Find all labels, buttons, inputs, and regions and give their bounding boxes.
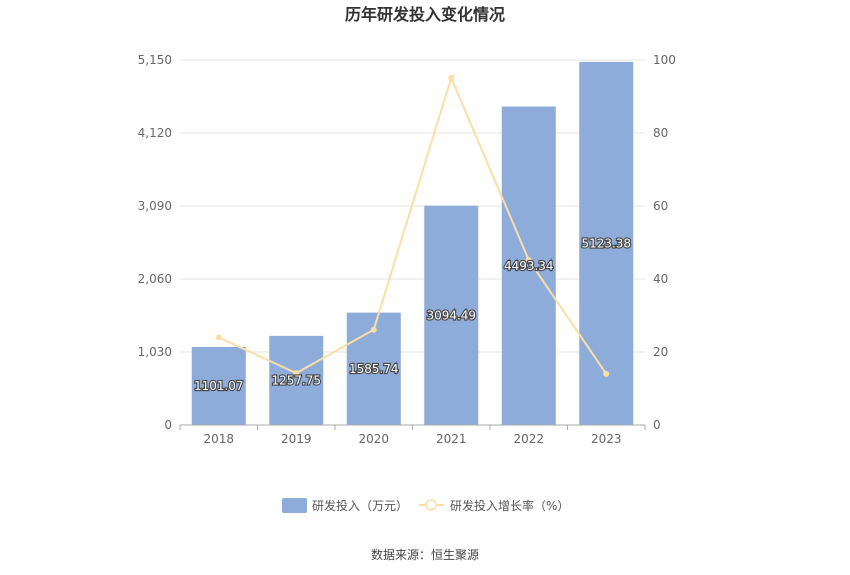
- data-source: 数据来源：恒生聚源: [371, 547, 479, 562]
- chart-title: 历年研发投入变化情况: [345, 5, 505, 24]
- bar: [269, 335, 324, 425]
- bar: [579, 61, 634, 426]
- bar-layer: [191, 61, 634, 426]
- y-right-tick-label: 0: [653, 418, 661, 432]
- growth-point: [215, 334, 222, 341]
- legend-line-label: 研发投入增长率（%）: [450, 498, 569, 513]
- x-tick-label: 2022: [513, 432, 544, 446]
- y-right-tick-label: 40: [653, 272, 668, 286]
- growth-point: [448, 74, 455, 81]
- bar-value-label: 1257.75: [271, 373, 321, 387]
- x-tick-label: 2021: [436, 432, 467, 446]
- y-right-tick-label: 100: [653, 53, 676, 67]
- bar: [191, 346, 246, 425]
- legend-bar-label: 研发投入（万元）: [312, 498, 408, 513]
- y-left-tick-label: 3,090: [138, 199, 172, 213]
- bar-value-label: 3094.49: [426, 308, 476, 322]
- growth-line: [218, 74, 608, 375]
- y-right-tick-label: 80: [653, 126, 668, 140]
- bar: [424, 205, 479, 425]
- legend-line-marker: [425, 499, 437, 511]
- y-right-tick-label: 60: [653, 199, 668, 213]
- bar-value-label: 5123.38: [581, 236, 631, 250]
- y-right-tick-label: 20: [653, 345, 668, 359]
- y-left-tick-label: 2,060: [138, 272, 172, 286]
- growth-point: [525, 257, 532, 264]
- x-tick-label: 2023: [591, 432, 622, 446]
- label-layer: 1101.07 1257.75 1585.74 3094.49 4493.34 5123.…: [193, 235, 632, 394]
- legend: 研发投入（万元） 研发投入增长率（%）: [282, 498, 569, 513]
- legend-bar-swatch: [282, 498, 307, 513]
- x-tick-label: 2018: [203, 432, 234, 446]
- bar: [501, 106, 556, 425]
- y-left-tick-label: 1,030: [138, 345, 172, 359]
- y-left-tick-label: 4,120: [138, 126, 172, 140]
- y-left-tick-label: 5,150: [138, 53, 172, 67]
- growth-point: [293, 370, 300, 377]
- bar-value-label: 1101.07: [194, 379, 244, 393]
- axis-layer: 0 0 1,030 20 2,060 40 3,090 60 4,120 80 5,150 100 20…: [138, 53, 676, 446]
- line-layer: [215, 74, 610, 377]
- bar-value-label: 4493.34: [504, 259, 554, 273]
- x-tick-label: 2020: [358, 432, 389, 446]
- legend-item-line[interactable]: 研发投入增长率（%）: [419, 498, 569, 513]
- growth-point: [370, 326, 377, 333]
- y-left-tick-label: 0: [164, 418, 172, 432]
- growth-point: [603, 370, 610, 377]
- bar-value-label: 1585.74: [349, 362, 399, 376]
- x-tick-label: 2019: [281, 432, 312, 446]
- legend-item-bar[interactable]: 研发投入（万元）: [282, 498, 408, 513]
